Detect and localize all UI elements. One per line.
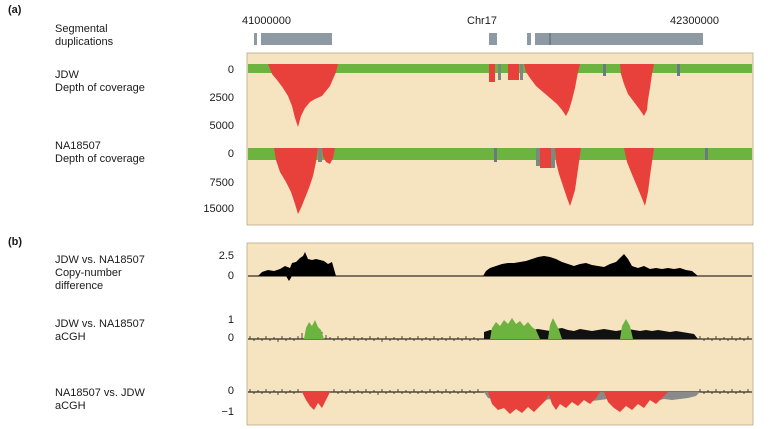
segdup-label: Segmental duplications bbox=[55, 23, 114, 48]
diff-area-2 bbox=[483, 254, 698, 276]
segdup-track bbox=[254, 33, 703, 45]
coord-right: 42300000 bbox=[670, 15, 719, 27]
jdw-coverage-label: JDW Depth of coverage bbox=[55, 69, 145, 94]
acgh1-noise bbox=[249, 330, 479, 342]
acgh2-tick-neg1: −1 bbox=[221, 406, 234, 418]
jdw-marker bbox=[603, 64, 606, 76]
acgh2-noise bbox=[249, 389, 479, 395]
panel-a-letter: (a) bbox=[8, 4, 22, 16]
panel-b-letter: (b) bbox=[8, 236, 23, 248]
jdw-marker bbox=[677, 64, 680, 76]
jdw-deletion-3 bbox=[508, 64, 519, 80]
na-deletion-1 bbox=[274, 148, 318, 214]
na-marker bbox=[536, 148, 540, 166]
copy-number-diff-track bbox=[248, 252, 752, 281]
acgh2-red-2 bbox=[488, 392, 550, 414]
na-tick-7500: 7500 bbox=[209, 177, 234, 189]
na-tick-0: 0 bbox=[227, 148, 234, 160]
diff-tick-2.5: 2.5 bbox=[218, 250, 234, 262]
acgh1-tick-0: 0 bbox=[227, 332, 234, 344]
acgh1-green-3 bbox=[548, 318, 562, 339]
acgh1-green-4 bbox=[620, 319, 633, 339]
acgh2-red-1 bbox=[302, 392, 330, 410]
jdw-marker bbox=[520, 64, 523, 80]
na-marker bbox=[705, 148, 708, 160]
segdup-box bbox=[254, 33, 257, 45]
na-tick-15000: 15000 bbox=[203, 203, 234, 215]
jdw-tick-5000: 5000 bbox=[209, 120, 234, 132]
acgh2-red-3 bbox=[548, 392, 600, 410]
diff-label: JDW vs. NA18507 Copy-number difference bbox=[55, 254, 145, 292]
jdw-coverage-track bbox=[248, 64, 752, 127]
jdw-tick-2500: 2500 bbox=[209, 92, 234, 104]
acgh-jdw-vs-na-track bbox=[248, 318, 752, 342]
na-deletion-2 bbox=[322, 148, 335, 164]
segdup-box bbox=[261, 33, 332, 45]
segdup-box bbox=[535, 33, 703, 45]
jdw-deletion-5 bbox=[620, 64, 654, 116]
acgh2-noise-right bbox=[699, 389, 749, 394]
jdw-deletion-1 bbox=[268, 64, 338, 127]
coord-left: 41000000 bbox=[242, 15, 291, 27]
na18507-coverage-label: NA18507 Depth of coverage bbox=[55, 140, 145, 165]
jdw-tick-0: 0 bbox=[227, 64, 234, 76]
diff-tick-0: 0 bbox=[227, 270, 234, 282]
acgh2-tick-0: 0 bbox=[227, 385, 234, 397]
diff-area-1 bbox=[258, 252, 336, 276]
acgh-na-vs-jdw-track bbox=[248, 389, 752, 414]
na-marker bbox=[494, 148, 497, 162]
jdw-deletion-2 bbox=[489, 64, 495, 82]
acgh1-noise-right bbox=[699, 336, 749, 341]
acgh1-label: JDW vs. NA18507 aCGH bbox=[55, 318, 145, 343]
segdup-box bbox=[527, 33, 531, 45]
coord-chr17: Chr17 bbox=[467, 15, 497, 27]
segdup-box bbox=[489, 33, 497, 45]
jdw-deletion-4 bbox=[524, 64, 580, 116]
acgh1-green-1 bbox=[304, 320, 324, 339]
acgh2-red-4 bbox=[604, 392, 668, 412]
diff-area-neg bbox=[286, 276, 292, 281]
na-marker bbox=[551, 148, 555, 168]
na-deletion-4 bbox=[555, 148, 581, 206]
jdw-marker bbox=[498, 64, 501, 80]
na-deletion-3 bbox=[540, 148, 551, 168]
na-marker bbox=[318, 148, 322, 162]
acgh1-green-2 bbox=[490, 318, 540, 339]
na-coverage-track bbox=[248, 148, 752, 214]
acgh2-label: NA18507 vs. JDW aCGH bbox=[55, 387, 145, 412]
acgh1-tick-1: 1 bbox=[227, 314, 234, 326]
na-deletion-5 bbox=[624, 148, 654, 206]
